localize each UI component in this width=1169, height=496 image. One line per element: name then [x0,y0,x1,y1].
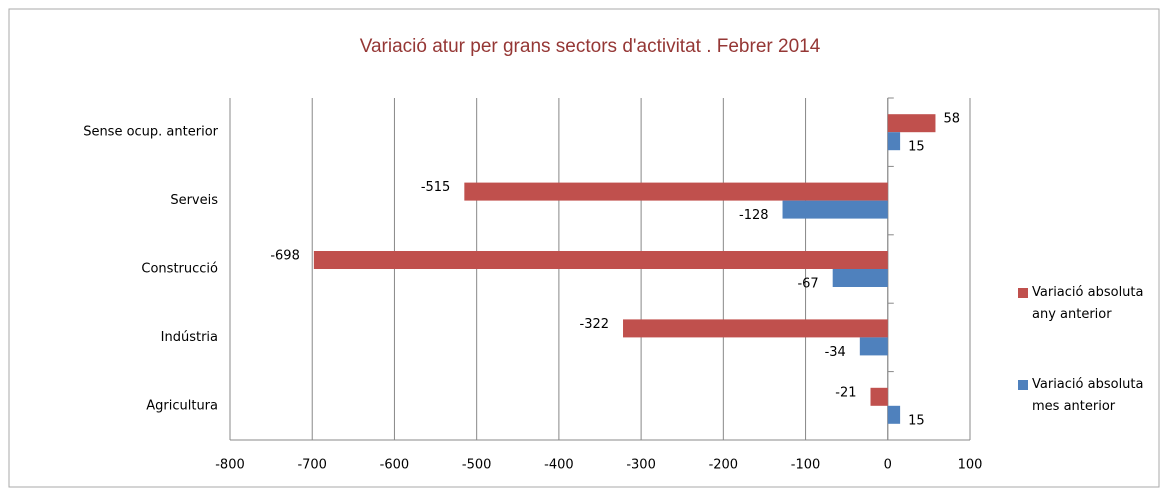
data-label: -21 [835,385,856,400]
x-tick-label: -500 [462,458,492,473]
legend-swatch [1018,288,1028,298]
chart-frame [8,8,1160,488]
bar [859,337,888,356]
legend-swatch [1018,380,1028,390]
bar [887,114,936,133]
data-label: -128 [739,208,769,223]
data-label: 58 [943,112,960,127]
x-tick-label: -200 [709,458,739,473]
bar [464,182,888,201]
chart-title: Variació atur per grans sectors d'activi… [360,36,821,57]
bar [782,200,888,219]
data-label: -67 [797,277,818,292]
data-label: -322 [580,317,610,332]
legend-label: Variació absoluta any anterior [1032,285,1144,322]
data-label: -34 [825,345,846,360]
y-tick-label: Indústria [161,330,218,345]
x-tick-label: -800 [215,458,245,473]
bar [623,319,888,338]
legend-label: Variació absoluta mes anterior [1032,377,1144,414]
y-tick-label: Serveis [170,193,218,208]
bar [313,251,888,269]
x-tick-label: 100 [958,458,983,473]
bar [870,387,888,406]
x-tick-label: -100 [791,458,821,473]
x-tick-label: 0 [884,458,892,473]
data-label: -698 [270,249,300,264]
x-tick-label: -300 [626,458,656,473]
y-tick-label: Agricultura [146,398,218,413]
y-tick-label: Sense ocup. anterior [83,125,218,140]
data-label: 15 [908,140,925,155]
data-label: -515 [421,180,451,195]
y-tick-label: Construcció [141,262,218,277]
bar [832,269,888,287]
x-tick-label: -400 [544,458,574,473]
bar [887,132,901,151]
x-tick-label: -600 [380,458,410,473]
data-label: 15 [908,413,925,428]
x-tick-label: -700 [297,458,327,473]
bar [887,405,901,424]
